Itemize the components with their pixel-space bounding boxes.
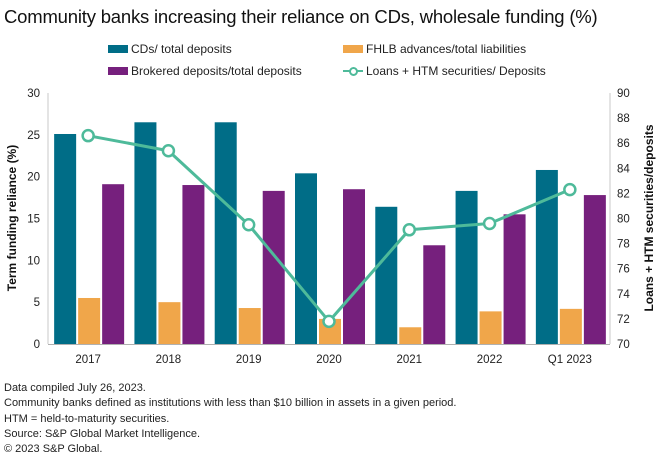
- y-tick-label-right: 74: [617, 289, 630, 301]
- bar-cds-total-deposits: [214, 122, 237, 345]
- legend-item-loans-htm: Loans + HTM securities/ Deposits: [343, 64, 546, 78]
- line-point-marker: [322, 314, 336, 329]
- x-tick-label: 2018: [156, 354, 182, 366]
- y-tick-label-left: 30: [27, 88, 40, 100]
- line-point-marker: [161, 143, 176, 158]
- y-tick-label-left: 15: [27, 214, 40, 226]
- bar-fhlb-advances-total-liabilities: [238, 308, 261, 344]
- x-tick-label: 2022: [477, 354, 503, 366]
- y-tick-label-left: 10: [27, 255, 40, 267]
- footnote-htm: HTM = held-to-maturity securities.: [4, 412, 170, 425]
- line-point-marker: [482, 216, 497, 231]
- footnote-copyright: © 2023 S&P Global.: [4, 443, 103, 456]
- chart-title: Community banks increasing their relianc…: [4, 6, 598, 27]
- bar-brokered-deposits-total-deposits: [102, 184, 125, 344]
- footnotes: Data compiled July 26, 2023. Community b…: [4, 381, 456, 457]
- y-tick-label-left: 20: [27, 172, 40, 184]
- legend-swatch-fhlb: [343, 45, 363, 53]
- legend-swatch-cds: [108, 45, 128, 53]
- y-tick-label-right: 76: [617, 264, 630, 276]
- bar-cds-total-deposits: [134, 122, 157, 345]
- y-tick-label-right: 84: [617, 163, 630, 175]
- y-tick-label-left: 5: [34, 297, 40, 309]
- y-tick-label-right: 80: [617, 214, 630, 226]
- bar-brokered-deposits-total-deposits: [503, 214, 526, 344]
- legend-item-fhlb: FHLB advances/total liabilities: [343, 42, 526, 56]
- bar-brokered-deposits-total-deposits: [182, 185, 205, 344]
- bar-cds-total-deposits: [54, 133, 77, 344]
- x-tick-label: 2019: [236, 354, 262, 366]
- bar-cds-total-deposits: [535, 169, 558, 344]
- legend-label: CDs/ total deposits: [131, 42, 232, 56]
- legend-swatch-brokered: [108, 67, 128, 75]
- line-loans-htm-securities: [87, 134, 571, 323]
- x-tick-label: 2020: [316, 354, 342, 366]
- footnote-definition: Community banks defined as institutions …: [4, 397, 457, 410]
- legend-item-brokered: Brokered deposits/total deposits: [108, 64, 302, 78]
- bar-cds-total-deposits: [295, 173, 317, 344]
- y-tick-label-left: 0: [34, 339, 40, 351]
- y-tick-label-right: 82: [617, 188, 630, 200]
- footnote-source: Source: S&P Global Market Intelligence.: [4, 427, 201, 440]
- footnote-date: Data compiled July 26, 2023.: [4, 382, 146, 394]
- line-point-marker: [81, 128, 95, 143]
- bar-brokered-deposits-total-deposits: [343, 189, 365, 344]
- legend-label: Brokered deposits/total deposits: [131, 64, 302, 78]
- y-tick-label-right: 70: [617, 339, 630, 351]
- legend: CDs/ total deposits FHLB advances/total …: [0, 40, 660, 84]
- legend-line-marker-icon: [343, 66, 363, 76]
- line-point-marker: [563, 182, 577, 197]
- bar-cds-total-deposits: [455, 190, 478, 344]
- bar-brokered-deposits-total-deposits: [262, 190, 285, 344]
- y-tick-label-right: 72: [617, 314, 630, 326]
- legend-item-cds: CDs/ total deposits: [108, 42, 232, 56]
- bar-fhlb-advances-total-liabilities: [479, 311, 502, 344]
- bar-cds-total-deposits: [375, 206, 398, 344]
- bar-fhlb-advances-total-liabilities: [399, 327, 422, 344]
- bar-brokered-deposits-total-deposits: [423, 245, 446, 344]
- bar-brokered-deposits-total-deposits: [583, 195, 606, 344]
- bar-fhlb-advances-total-liabilities: [559, 308, 582, 344]
- y-tick-label-right: 88: [617, 113, 630, 125]
- y-axis-title-left: Term funding reliance (%): [5, 145, 19, 291]
- y-tick-label-left: 25: [27, 130, 40, 142]
- bar-fhlb-advances-total-liabilities: [78, 297, 101, 344]
- bar-fhlb-advances-total-liabilities: [158, 302, 181, 344]
- x-tick-label: 2017: [75, 354, 101, 366]
- line-point-marker: [402, 223, 417, 237]
- y-axis-title-right: Loans + HTM securities/deposits: [642, 124, 656, 311]
- y-tick-label-right: 78: [617, 239, 630, 251]
- legend-label: FHLB advances/total liabilities: [366, 42, 527, 56]
- legend-label: Loans + HTM securities/ Deposits: [366, 64, 546, 78]
- y-tick-label-right: 86: [617, 138, 630, 150]
- line-point-marker: [241, 218, 256, 232]
- x-tick-label: 2021: [396, 354, 422, 366]
- y-tick-label-right: 90: [617, 88, 630, 100]
- x-tick-label: Q1 2023: [548, 354, 592, 366]
- chart-plot: 0 5 10 15 20 25 30 70 72 74 76 78 80 82 84 86 88 90 2017…: [5, 88, 656, 366]
